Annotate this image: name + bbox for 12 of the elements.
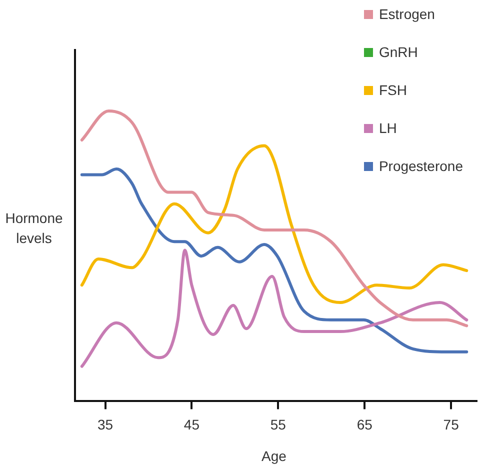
x-tick-label: 35 (97, 416, 114, 432)
x-tick-label: 55 (270, 416, 286, 432)
x-tick-label: 65 (356, 416, 373, 432)
legend-label: GnRH (378, 44, 418, 60)
legend-label: Progesterone (378, 158, 463, 174)
legend-label: FSH (378, 82, 407, 98)
legend-label: LH (378, 120, 397, 136)
x-tick-label: 75 (443, 416, 460, 432)
x-axis-title: Age (260, 448, 288, 464)
x-tick-label: 45 (184, 416, 200, 432)
legend-label: Estrogen (378, 6, 435, 22)
y-axis-title: Hormone levels (4, 209, 64, 248)
